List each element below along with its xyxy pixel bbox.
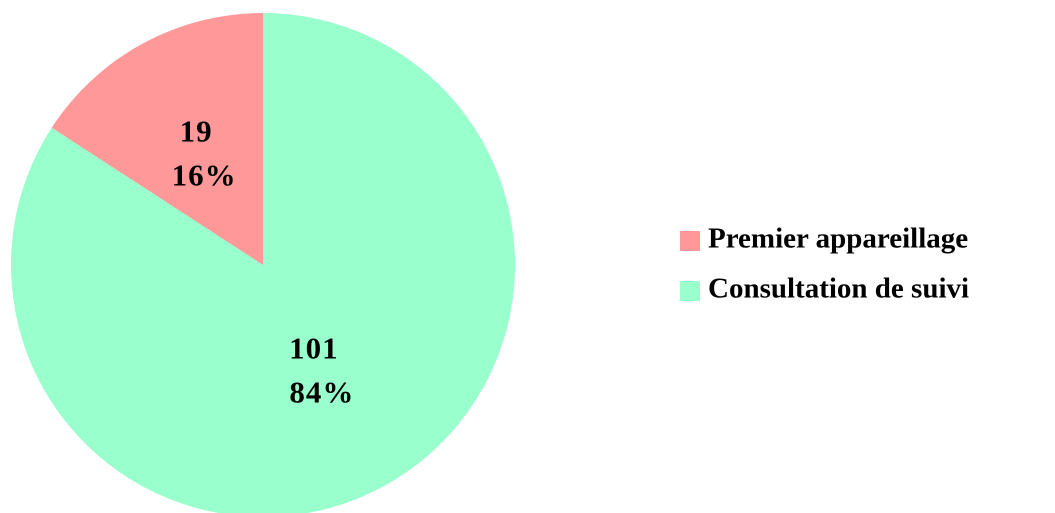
pie-slice	[11, 13, 516, 513]
legend-swatch	[680, 281, 700, 301]
data-label: 84%	[289, 375, 354, 410]
data-label: 19	[180, 114, 213, 149]
legend-label: Premier appareillage	[708, 223, 968, 255]
legend-label: Consultation de suivi	[708, 273, 969, 305]
legend-swatch	[680, 231, 700, 251]
data-label: 16%	[172, 158, 237, 193]
data-label: 101	[289, 331, 339, 366]
pie-slice	[51, 13, 264, 265]
